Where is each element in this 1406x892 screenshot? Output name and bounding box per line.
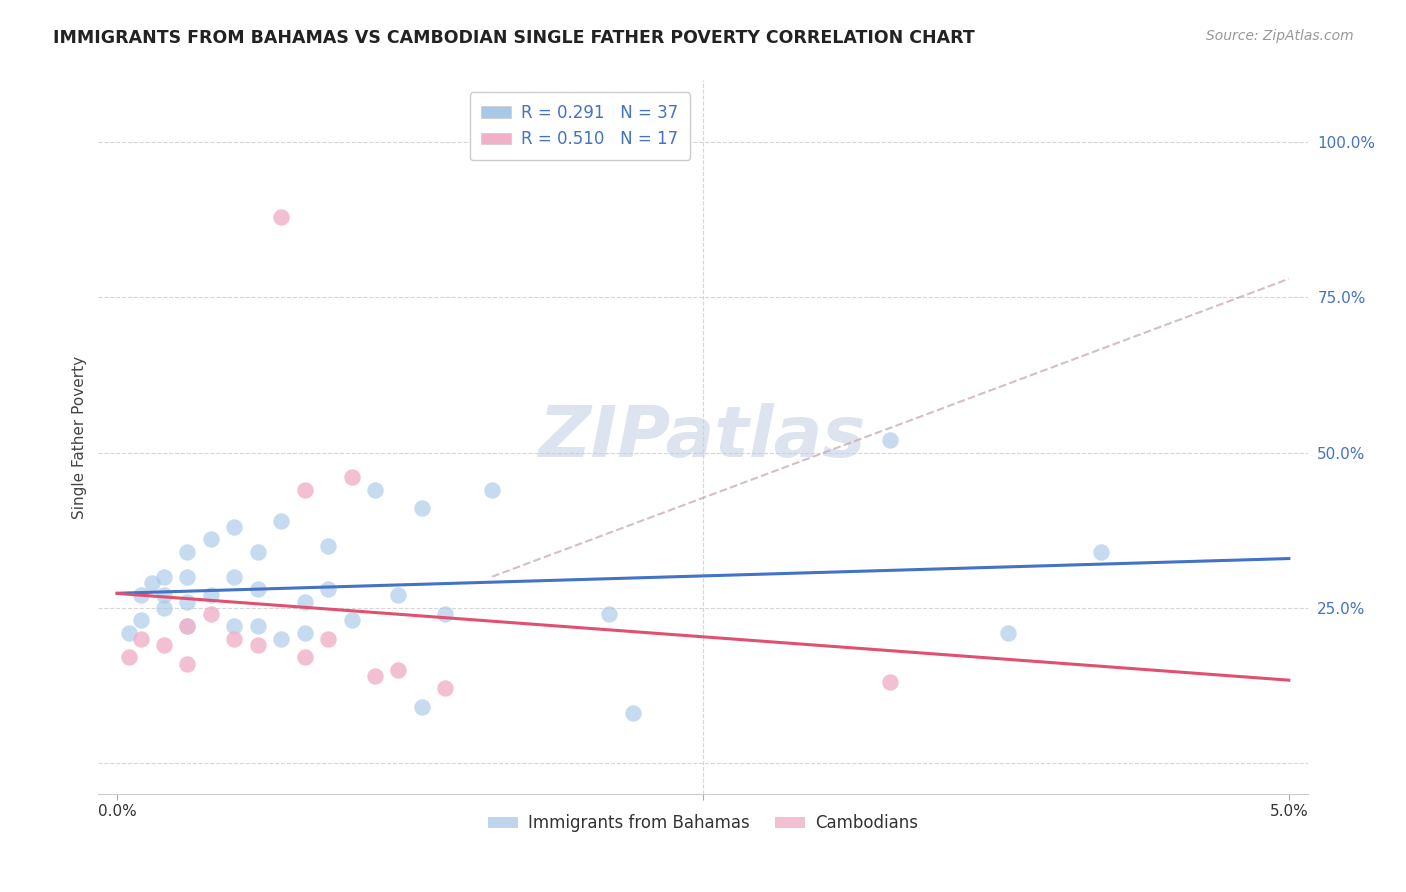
Point	[224, 520, 246, 534]
Point	[153, 570, 176, 584]
Text: IMMIGRANTS FROM BAHAMAS VS CAMBODIAN SINGLE FATHER POVERTY CORRELATION CHART: IMMIGRANTS FROM BAHAMAS VS CAMBODIAN SIN…	[53, 29, 976, 46]
Point	[434, 681, 457, 696]
Point	[340, 613, 363, 627]
Point	[294, 594, 316, 608]
Point	[246, 545, 269, 559]
Point	[434, 607, 457, 621]
Point	[294, 483, 316, 497]
Point	[129, 588, 152, 602]
Point	[621, 706, 644, 721]
Point	[224, 570, 246, 584]
Point	[270, 514, 292, 528]
Point	[294, 650, 316, 665]
Point	[153, 638, 176, 652]
Point	[387, 663, 409, 677]
Point	[481, 483, 503, 497]
Point	[598, 607, 620, 621]
Point	[411, 501, 433, 516]
Point	[246, 582, 269, 596]
Point	[1090, 545, 1112, 559]
Point	[364, 669, 387, 683]
Point	[316, 539, 339, 553]
Point	[270, 210, 292, 224]
Point	[364, 483, 387, 497]
Point	[118, 625, 141, 640]
Point	[879, 675, 901, 690]
Point	[387, 588, 409, 602]
Point	[129, 613, 152, 627]
Point	[997, 625, 1019, 640]
Text: ZIPatlas: ZIPatlas	[540, 402, 866, 472]
Point	[270, 632, 292, 646]
Point	[200, 533, 222, 547]
Point	[129, 632, 152, 646]
Point	[316, 582, 339, 596]
Point	[246, 638, 269, 652]
Point	[153, 588, 176, 602]
Point	[316, 632, 339, 646]
Point	[176, 619, 198, 633]
Y-axis label: Single Father Poverty: Single Father Poverty	[72, 356, 87, 518]
Point	[176, 545, 198, 559]
Point	[176, 657, 198, 671]
Text: Source: ZipAtlas.com: Source: ZipAtlas.com	[1206, 29, 1354, 43]
Point	[118, 650, 141, 665]
Point	[340, 470, 363, 484]
Point	[411, 700, 433, 714]
Point	[176, 619, 198, 633]
Point	[246, 619, 269, 633]
Point	[200, 607, 222, 621]
Legend: Immigrants from Bahamas, Cambodians: Immigrants from Bahamas, Cambodians	[481, 808, 925, 839]
Point	[294, 625, 316, 640]
Point	[224, 619, 246, 633]
Point	[141, 575, 163, 590]
Point	[153, 600, 176, 615]
Point	[176, 594, 198, 608]
Point	[879, 433, 901, 447]
Point	[224, 632, 246, 646]
Point	[200, 588, 222, 602]
Point	[176, 570, 198, 584]
